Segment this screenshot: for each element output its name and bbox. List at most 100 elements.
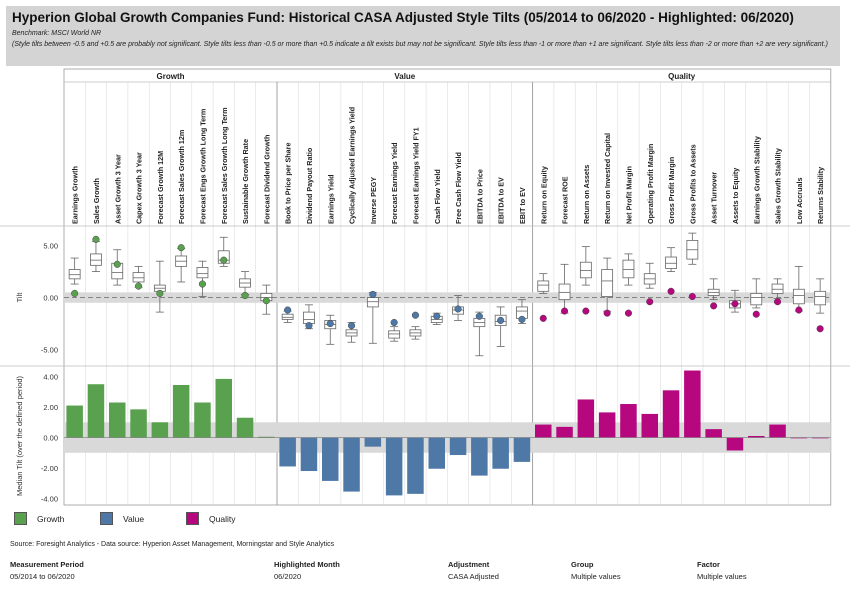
highlighted-point bbox=[262, 297, 270, 305]
highlighted-point bbox=[561, 307, 569, 315]
highlighted-point bbox=[220, 256, 228, 264]
category-label: Sustainable Growth Rate bbox=[241, 139, 250, 224]
bar bbox=[109, 402, 126, 438]
category-label: Assets to Equity bbox=[731, 168, 740, 224]
highlighted-point bbox=[241, 291, 249, 300]
bar bbox=[598, 412, 616, 438]
box-28 bbox=[665, 247, 677, 295]
legend-item-growth[interactable]: Growth bbox=[14, 512, 64, 525]
box-31 bbox=[729, 289, 741, 313]
category-label: Forecast Sales Growth 12m bbox=[177, 130, 186, 224]
group-label-growth: Growth bbox=[157, 72, 185, 81]
footer-label: Adjustment bbox=[448, 560, 490, 569]
highlighted-point bbox=[688, 292, 696, 301]
box-4 bbox=[153, 260, 166, 313]
footer-value[interactable]: 05/2014 to 06/2020 bbox=[10, 572, 75, 581]
highlighted-point bbox=[646, 298, 654, 306]
box bbox=[90, 253, 102, 266]
category-label: Forecast Sales Growth Long Term bbox=[220, 108, 229, 225]
highlighted-point bbox=[305, 322, 313, 330]
footer-value[interactable]: 06/2020 bbox=[274, 572, 302, 581]
y-tick-label: -2.00 bbox=[41, 464, 58, 473]
category-label: EBIT to EV bbox=[518, 187, 527, 224]
footer-group: Group Multiple values bbox=[571, 560, 621, 581]
box-5 bbox=[175, 244, 188, 283]
bar bbox=[471, 437, 488, 476]
box-7 bbox=[217, 236, 230, 267]
significance-note: (Style tilts between -0.5 and +0.5 are p… bbox=[12, 41, 828, 48]
highlighted-point bbox=[624, 309, 633, 317]
box bbox=[132, 272, 145, 283]
bar bbox=[151, 422, 169, 438]
bar bbox=[385, 437, 403, 496]
box-20 bbox=[494, 306, 507, 347]
box-16 bbox=[409, 311, 422, 340]
highlighted-point bbox=[177, 244, 185, 252]
legend-item-value[interactable]: Value bbox=[100, 512, 144, 525]
box-22 bbox=[537, 273, 550, 322]
box bbox=[665, 256, 677, 269]
benchmark-label: Benchmark: MSCI World NR bbox=[12, 30, 102, 37]
category-label: Inverse PEGY bbox=[369, 177, 378, 224]
y-tick-label: 5.00 bbox=[43, 242, 58, 251]
bar bbox=[258, 436, 275, 438]
highlighted-point bbox=[326, 319, 334, 328]
footer-value[interactable]: Multiple values bbox=[697, 572, 747, 581]
highlighted-point bbox=[411, 311, 420, 319]
legend-item-quality[interactable]: Quality bbox=[186, 512, 235, 525]
bar bbox=[66, 405, 83, 438]
footer-measurement-period: Measurement Period 05/2014 to 06/2020 bbox=[10, 560, 84, 581]
highlighted-point bbox=[433, 312, 441, 320]
box-32 bbox=[750, 278, 763, 318]
category-label: Earnings Growth Stability bbox=[752, 136, 761, 224]
category-label: Forecast Growth 12M bbox=[156, 151, 165, 224]
category-label: Forecast Earnings Yield bbox=[390, 143, 399, 225]
highlighted-point bbox=[113, 260, 121, 268]
box bbox=[68, 269, 81, 280]
box bbox=[281, 313, 294, 320]
box-35 bbox=[814, 278, 827, 333]
box bbox=[366, 297, 379, 308]
footer-adjustment: Adjustment CASA Adjusted bbox=[448, 560, 499, 581]
footer-value[interactable]: CASA Adjusted bbox=[448, 572, 499, 581]
box-33 bbox=[771, 278, 784, 306]
bar bbox=[620, 404, 637, 438]
highlighted-point bbox=[475, 312, 483, 320]
chart-title: Hyperion Global Growth Companies Fund: H… bbox=[12, 10, 794, 25]
footer-label: Factor bbox=[697, 560, 720, 569]
box-29 bbox=[686, 232, 699, 301]
box bbox=[579, 261, 592, 279]
bar bbox=[705, 429, 722, 438]
bar bbox=[449, 437, 467, 456]
box-27 bbox=[643, 262, 656, 306]
group-label-value: Value bbox=[394, 72, 415, 81]
highlighted-point bbox=[816, 325, 824, 333]
legend-label-growth: Growth bbox=[37, 513, 65, 524]
box bbox=[771, 283, 784, 294]
footer-value[interactable]: Multiple values bbox=[571, 572, 621, 581]
category-label: Dividend Payout Ratio bbox=[305, 147, 314, 224]
highlighted-point bbox=[752, 310, 760, 318]
bar bbox=[407, 437, 424, 494]
footer-label: Highlighted Month bbox=[274, 560, 340, 569]
category-label: Asset Growth 3 Year bbox=[113, 154, 122, 224]
box-25 bbox=[601, 257, 614, 317]
category-label: Forecast Dividend Growth bbox=[262, 135, 271, 224]
bar bbox=[726, 437, 744, 451]
box-0 bbox=[68, 257, 81, 297]
box bbox=[792, 288, 805, 305]
category-label: Asset Turnover bbox=[710, 172, 719, 224]
box bbox=[388, 330, 401, 339]
bar bbox=[300, 437, 318, 472]
box bbox=[622, 259, 635, 279]
y-tick-label: 0.00 bbox=[43, 434, 58, 443]
highlighted-point bbox=[710, 302, 718, 310]
box bbox=[814, 290, 827, 306]
highlighted-point bbox=[731, 300, 739, 308]
box-24 bbox=[579, 246, 592, 315]
bar bbox=[279, 437, 296, 467]
highlighted-point bbox=[667, 287, 675, 295]
highlighted-point bbox=[348, 322, 356, 330]
bar bbox=[172, 384, 190, 438]
y-axis-label: Tilt bbox=[15, 292, 24, 303]
